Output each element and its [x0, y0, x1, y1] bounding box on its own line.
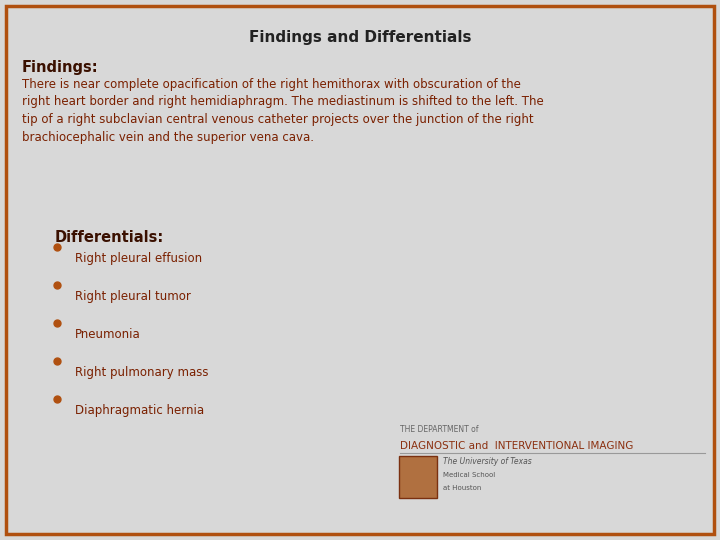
- Text: The University of Texas: The University of Texas: [443, 457, 532, 466]
- FancyBboxPatch shape: [6, 6, 714, 534]
- Text: Findings:: Findings:: [22, 60, 99, 75]
- Text: Right pulmonary mass: Right pulmonary mass: [75, 366, 209, 379]
- Text: THE DEPARTMENT of: THE DEPARTMENT of: [400, 425, 479, 434]
- Text: Pneumonia: Pneumonia: [75, 328, 140, 341]
- Text: Diaphragmatic hernia: Diaphragmatic hernia: [75, 404, 204, 417]
- Text: DIAGNOSTIC and  INTERVENTIONAL IMAGING: DIAGNOSTIC and INTERVENTIONAL IMAGING: [400, 441, 634, 451]
- Text: Right pleural tumor: Right pleural tumor: [75, 290, 191, 303]
- FancyBboxPatch shape: [399, 456, 437, 498]
- Text: Medical School: Medical School: [443, 472, 495, 478]
- Text: There is near complete opacification of the right hemithorax with obscuration of: There is near complete opacification of …: [22, 78, 544, 144]
- Text: Right pleural effusion: Right pleural effusion: [75, 252, 202, 265]
- Text: at Houston: at Houston: [443, 485, 482, 491]
- Text: Findings and Differentials: Findings and Differentials: [248, 30, 472, 45]
- Text: Differentials:: Differentials:: [55, 230, 164, 245]
